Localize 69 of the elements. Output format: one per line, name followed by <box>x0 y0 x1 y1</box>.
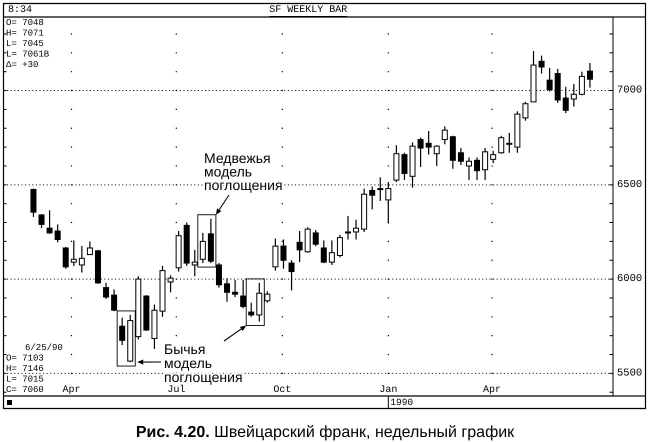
text: Рис. 4.20. Швейцарский франк, недельный график <box>136 424 516 441</box>
annotation: L= 7061B <box>6 50 50 60</box>
candlestick <box>562 86 569 114</box>
candlestick <box>434 144 440 167</box>
candlestick <box>466 156 472 181</box>
candlestick <box>200 232 206 264</box>
y-tick-label: 5500 <box>617 367 642 380</box>
candlestick <box>38 213 45 229</box>
candlestick <box>345 215 351 240</box>
annotation: Бычья модель поглощения <box>164 341 243 385</box>
candlestick <box>224 278 230 302</box>
candlestick <box>256 282 262 322</box>
annotation: L= 7015 <box>6 374 44 384</box>
annotation: O= 7048 <box>6 18 44 28</box>
y-tick-label: 7000 <box>617 84 642 97</box>
candlestick <box>103 282 110 300</box>
text: 8:34 <box>8 5 32 16</box>
candlestick <box>54 224 61 243</box>
candlestick <box>62 246 69 270</box>
candlestick <box>426 130 432 156</box>
annotation: O= 7103 <box>6 354 44 364</box>
candlestick <box>46 210 53 234</box>
candlestick <box>320 240 327 264</box>
candlestick <box>401 152 408 181</box>
candlestick <box>450 135 456 170</box>
annotation: L= 7045 <box>6 39 44 49</box>
candlestick <box>490 150 496 164</box>
candlestick <box>369 186 376 210</box>
y-tick-label: 6000 <box>617 273 642 286</box>
candlestick <box>506 132 512 154</box>
chart-title: SF WEEKLY BAR <box>269 5 348 16</box>
candlestick <box>586 62 593 88</box>
candlestick <box>304 226 311 254</box>
candlestick <box>296 230 303 263</box>
candlestick <box>192 249 198 277</box>
candlestick <box>336 234 343 258</box>
candlestick <box>458 147 464 166</box>
x-tick-label: Oct <box>273 385 292 396</box>
candlestick <box>482 147 488 181</box>
annotation: H= 7146 <box>6 364 44 374</box>
candlestick <box>498 135 504 154</box>
candlestick <box>538 55 545 74</box>
candlestick <box>522 101 528 122</box>
candlestick <box>312 229 319 247</box>
x-tick-label: Apr <box>483 385 502 396</box>
candlestick <box>474 156 480 181</box>
candlestick <box>442 126 448 145</box>
candlestick <box>418 137 424 168</box>
annotation: Δ= +30 <box>6 60 38 70</box>
annotation: C= 7060 <box>6 385 44 395</box>
x-tick-label: Apr <box>62 385 80 396</box>
annotation: H= 7071 <box>6 28 44 38</box>
x-tick-label: Jul <box>167 384 186 396</box>
candlestick <box>240 279 246 309</box>
candlestick <box>248 302 254 318</box>
candlestick <box>353 219 360 240</box>
candlestick <box>30 188 36 218</box>
candlestick <box>78 245 85 274</box>
candlestick <box>264 290 270 304</box>
candlestick <box>86 240 93 256</box>
candlestick <box>119 317 126 346</box>
candlestick <box>328 240 335 266</box>
candlestick <box>111 288 118 312</box>
x-tick-label: Jan <box>379 385 398 396</box>
candlestick <box>272 238 278 272</box>
y-tick-label: 6500 <box>617 178 642 191</box>
text: 1990 <box>390 397 414 408</box>
annotation: Медвежья модель поглощения <box>204 150 283 193</box>
annotation: 6/25/90 <box>25 343 63 353</box>
